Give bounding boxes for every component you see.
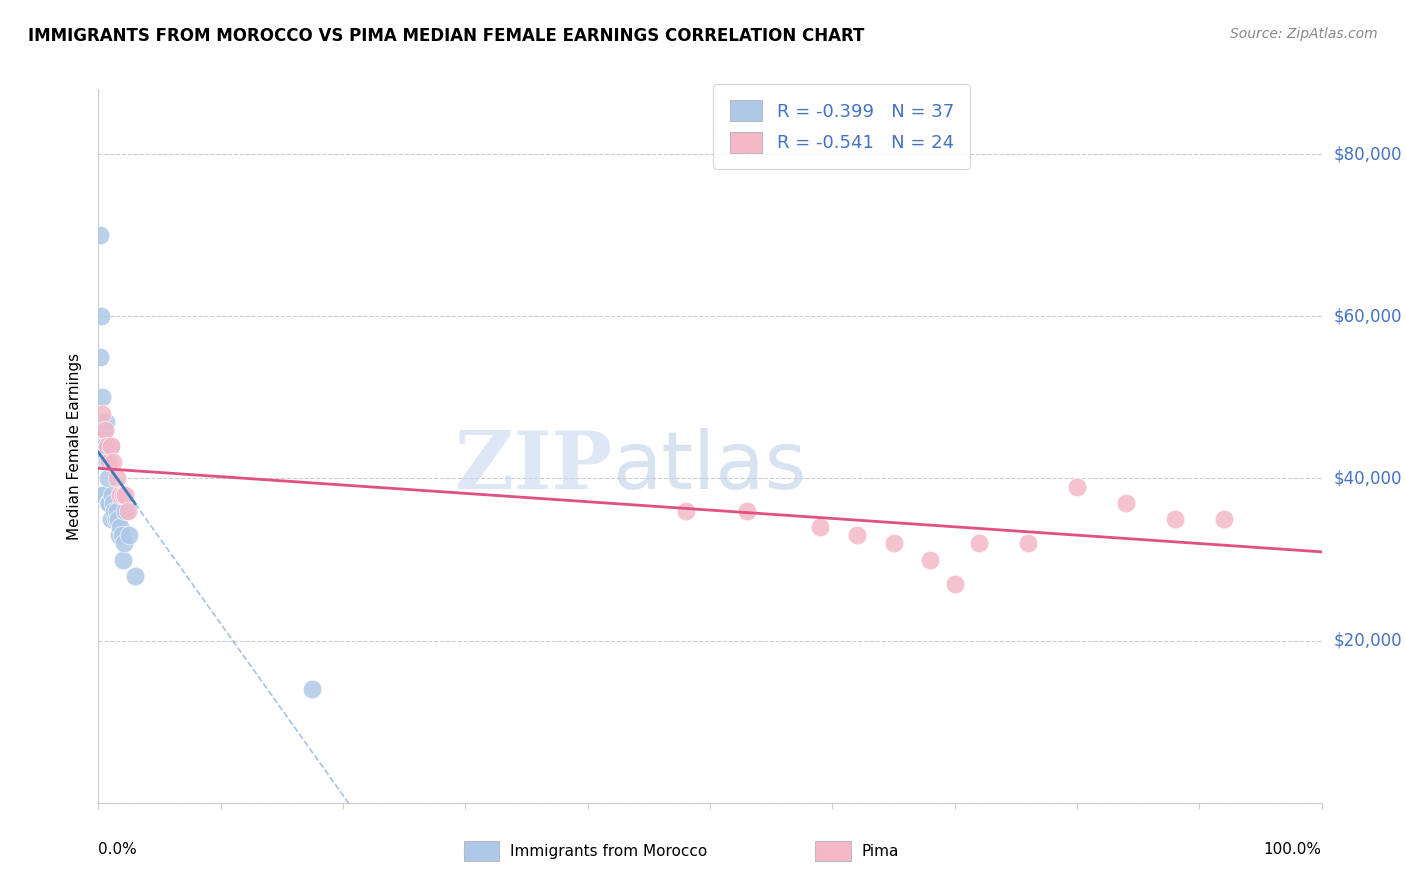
- Point: [98, 455, 121, 469]
- Point: [97, 439, 120, 453]
- Point: [110, 520, 132, 534]
- Point: [845, 528, 868, 542]
- Text: $80,000: $80,000: [1334, 145, 1402, 163]
- Point: [108, 528, 131, 542]
- Text: ZIP: ZIP: [456, 428, 612, 507]
- Text: $60,000: $60,000: [1334, 307, 1402, 326]
- Point: [107, 512, 129, 526]
- Point: [105, 504, 128, 518]
- Point: [808, 520, 831, 534]
- Point: [96, 439, 118, 453]
- Point: [104, 512, 127, 526]
- Text: Immigrants from Morocco: Immigrants from Morocco: [510, 845, 707, 859]
- Legend: R = -0.399   N = 37, R = -0.541   N = 24: R = -0.399 N = 37, R = -0.541 N = 24: [713, 84, 970, 169]
- Text: $40,000: $40,000: [1334, 469, 1402, 487]
- Point: [1115, 496, 1137, 510]
- Y-axis label: Median Female Earnings: Median Female Earnings: [67, 352, 83, 540]
- Point: [110, 488, 132, 502]
- Point: [97, 471, 120, 485]
- Point: [94, 447, 117, 461]
- Point: [89, 350, 111, 364]
- Point: [920, 552, 942, 566]
- Point: [111, 528, 134, 542]
- Point: [100, 439, 122, 453]
- Point: [1017, 536, 1039, 550]
- Point: [100, 512, 122, 526]
- Text: atlas: atlas: [612, 428, 807, 507]
- Point: [89, 228, 111, 243]
- Point: [98, 496, 121, 510]
- Point: [100, 439, 122, 453]
- Point: [91, 423, 114, 437]
- Text: $20,000: $20,000: [1334, 632, 1403, 649]
- Point: [118, 528, 141, 542]
- Point: [94, 415, 117, 429]
- Point: [883, 536, 905, 550]
- Point: [301, 682, 323, 697]
- Point: [90, 423, 112, 437]
- Point: [90, 488, 112, 502]
- Point: [735, 504, 758, 518]
- Point: [96, 455, 118, 469]
- Point: [101, 488, 124, 502]
- Point: [89, 447, 111, 461]
- Point: [943, 577, 966, 591]
- Point: [114, 504, 136, 518]
- Point: [93, 423, 115, 437]
- Point: [91, 415, 114, 429]
- Point: [117, 504, 139, 518]
- Point: [111, 488, 134, 502]
- Point: [1212, 512, 1234, 526]
- Point: [91, 407, 114, 421]
- Text: Pima: Pima: [862, 845, 900, 859]
- Point: [105, 471, 128, 485]
- Point: [91, 439, 114, 453]
- Point: [93, 439, 115, 453]
- Text: IMMIGRANTS FROM MOROCCO VS PIMA MEDIAN FEMALE EARNINGS CORRELATION CHART: IMMIGRANTS FROM MOROCCO VS PIMA MEDIAN F…: [28, 27, 865, 45]
- Point: [1164, 512, 1187, 526]
- Point: [93, 423, 115, 437]
- Point: [91, 390, 114, 404]
- Point: [101, 455, 124, 469]
- Point: [1066, 479, 1088, 493]
- Point: [97, 496, 120, 510]
- Point: [967, 536, 990, 550]
- Point: [112, 536, 135, 550]
- Point: [101, 496, 124, 510]
- Text: 100.0%: 100.0%: [1264, 842, 1322, 857]
- Point: [91, 488, 114, 502]
- Point: [124, 568, 146, 582]
- Point: [90, 310, 112, 324]
- Point: [103, 504, 125, 518]
- Point: [114, 488, 136, 502]
- Point: [675, 504, 697, 518]
- Text: 0.0%: 0.0%: [98, 842, 138, 857]
- Point: [111, 552, 134, 566]
- Text: Source: ZipAtlas.com: Source: ZipAtlas.com: [1230, 27, 1378, 41]
